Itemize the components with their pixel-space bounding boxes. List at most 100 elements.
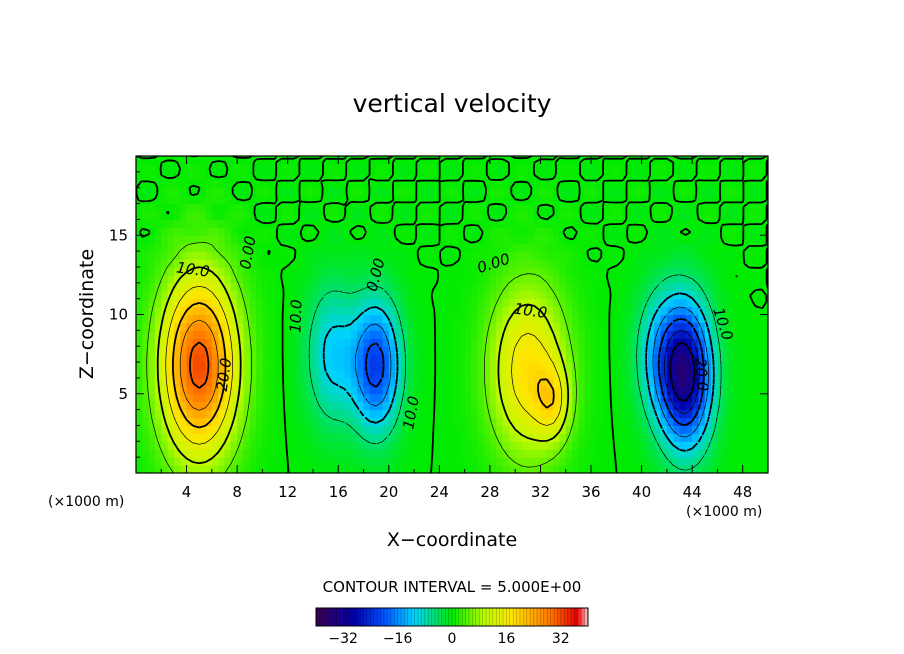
- field-cell: [610, 346, 617, 355]
- field-cell: [357, 195, 365, 205]
- field-cell: [433, 282, 440, 292]
- field-cell: [572, 393, 579, 403]
- field-cell: [199, 187, 207, 197]
- field-cell: [186, 314, 194, 324]
- field-cell: [483, 417, 491, 427]
- field-cell: [673, 465, 681, 473]
- field-cell: [237, 251, 245, 260]
- field-cell: [186, 235, 194, 244]
- field-cell: [142, 346, 150, 355]
- field-cell: [205, 449, 213, 458]
- field-cell: [312, 235, 320, 244]
- field-cell: [477, 465, 485, 473]
- field-cell: [268, 266, 276, 276]
- field-cell: [281, 195, 289, 205]
- field-cell: [723, 156, 731, 165]
- field-cell: [319, 330, 327, 339]
- field-cell: [338, 156, 346, 165]
- colorbar-frame: [315, 607, 589, 627]
- field-cell: [755, 441, 763, 450]
- field-cell: [540, 354, 548, 363]
- field-cell: [350, 156, 358, 165]
- field-cell: [635, 243, 643, 252]
- field-cell: [546, 377, 554, 387]
- field-cell: [660, 259, 668, 268]
- field-cell: [742, 338, 750, 347]
- field-cell: [205, 282, 213, 292]
- field-cell: [755, 465, 763, 473]
- field-cell: [262, 306, 270, 316]
- field-cell: [230, 449, 238, 458]
- field-cell: [654, 298, 662, 308]
- field-cell: [761, 282, 768, 292]
- field-cell: [268, 385, 276, 395]
- field-cell: [395, 171, 403, 181]
- field-cell: [256, 377, 263, 387]
- field-cell: [249, 362, 257, 371]
- field-cell: [306, 346, 314, 355]
- field-cell: [470, 322, 478, 331]
- field-cell: [521, 266, 529, 276]
- field-cell: [306, 338, 314, 347]
- field-cell: [546, 203, 554, 213]
- field-cell: [237, 457, 245, 466]
- field-cell: [458, 449, 466, 458]
- field-cell: [603, 449, 611, 458]
- field-cell: [268, 465, 276, 473]
- field-cell: [458, 290, 466, 300]
- field-cell: [382, 211, 390, 221]
- field-cell: [331, 211, 339, 221]
- field-cell: [591, 227, 598, 236]
- field-cell: [388, 449, 396, 458]
- field-cell: [230, 187, 238, 197]
- field-cell: [414, 274, 421, 284]
- field-cell: [275, 362, 282, 371]
- contour-line: [179, 319, 219, 411]
- field-cell: [470, 259, 478, 268]
- field-cell: [148, 338, 156, 347]
- field-cell: [439, 298, 447, 308]
- field-cell: [407, 298, 415, 308]
- contour-line: [146, 242, 577, 473]
- field-cell: [433, 433, 440, 442]
- field-cell: [464, 195, 472, 205]
- field-cell: [654, 163, 662, 173]
- field-cell: [540, 346, 548, 355]
- field-cell: [319, 417, 327, 427]
- field-cell: [331, 156, 339, 165]
- field-cell: [382, 369, 390, 379]
- field-cell: [730, 259, 737, 268]
- field-cell: [439, 338, 447, 347]
- field-cell: [711, 393, 719, 403]
- field-cell: [464, 417, 472, 427]
- field-cell: [173, 163, 181, 173]
- field-cell: [641, 266, 649, 276]
- field-cell: [275, 314, 282, 324]
- field-cell: [647, 465, 655, 473]
- field-cell: [742, 377, 750, 387]
- field-cell: [275, 227, 282, 236]
- field-cell: [211, 346, 219, 355]
- field-cell: [692, 211, 700, 221]
- field-cell: [433, 457, 440, 466]
- field-cell: [610, 449, 617, 458]
- field-cell: [723, 377, 731, 387]
- field-cell: [635, 211, 643, 221]
- field-cell: [237, 433, 245, 442]
- field-cell: [344, 251, 352, 260]
- field-cell: [350, 449, 358, 458]
- field-cell: [376, 227, 384, 236]
- field-cell: [300, 219, 308, 228]
- field-cell: [382, 235, 390, 244]
- field-cell: [704, 314, 712, 324]
- field-cell: [180, 211, 188, 221]
- field-cell: [515, 457, 523, 466]
- field-cell: [565, 346, 573, 355]
- field-cell: [742, 259, 750, 268]
- field-cell: [496, 235, 504, 244]
- field-cell: [148, 179, 156, 189]
- field-cell: [761, 465, 768, 473]
- field-cell: [407, 211, 415, 221]
- field-cell: [154, 393, 162, 403]
- field-cell: [508, 219, 516, 228]
